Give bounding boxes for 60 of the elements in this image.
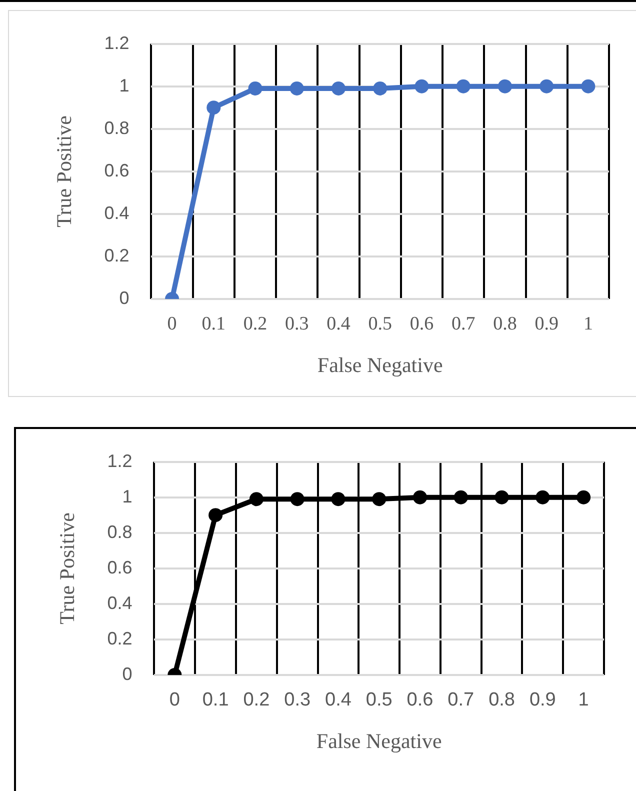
x-tick-label: 0: [167, 313, 177, 334]
point: [290, 81, 304, 96]
x-tick-label: 0.7: [448, 690, 474, 711]
x-axis-title: False Negative: [317, 352, 443, 377]
x-tick-label: 0.9: [534, 313, 558, 334]
point: [413, 490, 427, 504]
point: [208, 508, 223, 522]
x-tick-label: 0.4: [325, 690, 352, 711]
x-tick-label: 0.2: [243, 690, 270, 711]
point: [576, 490, 591, 504]
y-tick-label: 1.2: [104, 32, 130, 53]
x-tick-label: 1: [583, 313, 593, 334]
point: [290, 492, 304, 506]
point: [373, 81, 388, 96]
point: [581, 79, 596, 94]
point: [456, 79, 470, 94]
y-tick-label: 0.6: [104, 160, 130, 180]
x-tick-label: 0.3: [285, 313, 309, 334]
x-tick-label: 0.2: [243, 313, 268, 334]
x-tick-label: 0: [169, 690, 180, 711]
x-tick-label: 0.6: [406, 690, 434, 711]
point: [331, 81, 346, 96]
x-tick-label: 0.5: [368, 313, 392, 334]
point: [498, 79, 512, 94]
x-tick-label: 1: [578, 690, 589, 711]
point: [206, 100, 221, 115]
x-tick-label: 0.3: [284, 690, 311, 711]
x-axis-title: False Negative: [316, 728, 442, 753]
y-axis-title: True Positive: [52, 115, 76, 228]
y-tick-label: 1: [122, 486, 132, 506]
y-tick-label: 0: [119, 288, 130, 308]
point: [536, 490, 550, 504]
y-tick-label: 0.2: [107, 628, 132, 648]
y-axis-title: True Positive: [55, 512, 80, 624]
point: [414, 79, 429, 94]
point: [248, 81, 262, 96]
x-tick-label: 0.8: [493, 313, 517, 334]
x-tick-label: 0.1: [202, 313, 226, 334]
y-tick-label: 1.2: [107, 450, 132, 471]
y-tick-label: 0.4: [107, 592, 132, 613]
x-tick-label: 0.1: [202, 690, 229, 711]
y-tick-label: 0.8: [107, 522, 132, 542]
point: [454, 490, 468, 504]
point: [372, 492, 386, 506]
x-tick-label: 0.4: [326, 313, 351, 334]
point: [249, 492, 264, 506]
y-tick-label: 0.6: [107, 557, 132, 578]
point: [331, 492, 346, 506]
y-tick-label: 0: [122, 664, 132, 684]
x-tick-label: 0.7: [451, 313, 476, 334]
y-tick-label: 0.4: [104, 202, 130, 223]
x-tick-label: 0.8: [488, 690, 515, 711]
point: [494, 490, 509, 504]
y-tick-label: 0.8: [104, 118, 130, 138]
y-tick-label: 1: [119, 75, 130, 96]
y-tick-label: 0.2: [104, 245, 130, 266]
point: [540, 79, 554, 94]
x-tick-label: 0.5: [366, 690, 392, 711]
x-tick-label: 0.9: [529, 690, 556, 711]
x-tick-label: 0.6: [410, 313, 434, 334]
